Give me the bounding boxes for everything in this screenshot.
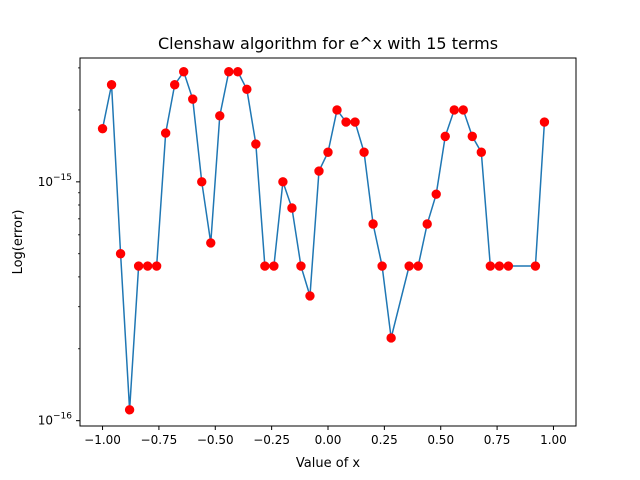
data-point	[215, 111, 225, 121]
data-point	[341, 117, 351, 127]
data-point	[106, 80, 117, 90]
data-point	[142, 261, 153, 271]
data-point	[404, 261, 414, 271]
data-point	[224, 67, 234, 77]
data-point	[458, 105, 468, 115]
data-point	[539, 117, 550, 127]
data-point	[287, 203, 297, 213]
x-tick-label: 1.00	[540, 433, 567, 447]
data-point	[449, 105, 459, 115]
data-point	[251, 139, 261, 149]
axes-frame	[79, 57, 577, 427]
data-point	[494, 261, 505, 271]
x-tick-label: −0.25	[253, 433, 290, 447]
data-point	[97, 123, 108, 134]
data-point	[260, 261, 270, 271]
data-point	[431, 189, 441, 199]
data-point	[179, 67, 189, 77]
data-point	[476, 147, 487, 157]
data-point	[440, 131, 450, 142]
data-point	[133, 261, 144, 271]
x-tick-label: 0.00	[315, 433, 342, 447]
data-point	[368, 219, 378, 229]
data-point	[206, 238, 216, 248]
data-point	[169, 80, 180, 90]
data-point	[296, 261, 306, 271]
plot-area	[97, 67, 550, 415]
data-point	[305, 291, 315, 301]
data-point	[359, 147, 369, 157]
data-point	[188, 94, 198, 104]
y-tick-label: 10−15	[38, 173, 72, 189]
data-point	[377, 261, 387, 271]
data-point	[422, 219, 432, 229]
data-point	[467, 131, 477, 142]
data-point	[314, 166, 324, 176]
data-point	[124, 405, 135, 415]
y-tick-label: 10−16	[38, 412, 73, 428]
data-point	[160, 128, 171, 138]
data-point	[278, 177, 288, 187]
x-tick-label: 0.50	[427, 433, 454, 447]
x-tick-label: 0.25	[371, 433, 398, 447]
data-point	[197, 177, 207, 187]
data-point	[233, 67, 243, 77]
data-point	[413, 261, 423, 271]
data-point	[485, 261, 496, 271]
chart-title: Clenshaw algorithm for e^x with 15 terms	[158, 34, 498, 53]
data-point	[115, 249, 126, 259]
x-tick-label: −0.75	[141, 433, 178, 447]
y-axis-label: Log(error)	[11, 210, 26, 275]
data-point	[503, 261, 514, 271]
data-point	[386, 333, 396, 343]
x-axis-label: Value of x	[296, 456, 360, 471]
data-point	[530, 261, 541, 271]
x-tick-label: −1.00	[84, 433, 121, 447]
x-tick-label: 0.75	[484, 433, 511, 447]
x-tick-label: −0.50	[197, 433, 234, 447]
data-point	[269, 261, 279, 271]
data-point	[151, 261, 162, 271]
x-axis: −1.00 −0.75 −0.50 −0.25 0.00 0.25 0.50 0.75 1.00	[84, 426, 567, 447]
data-point	[323, 147, 333, 157]
data-point	[242, 84, 252, 95]
data-point	[332, 105, 342, 115]
data-point	[350, 117, 360, 127]
